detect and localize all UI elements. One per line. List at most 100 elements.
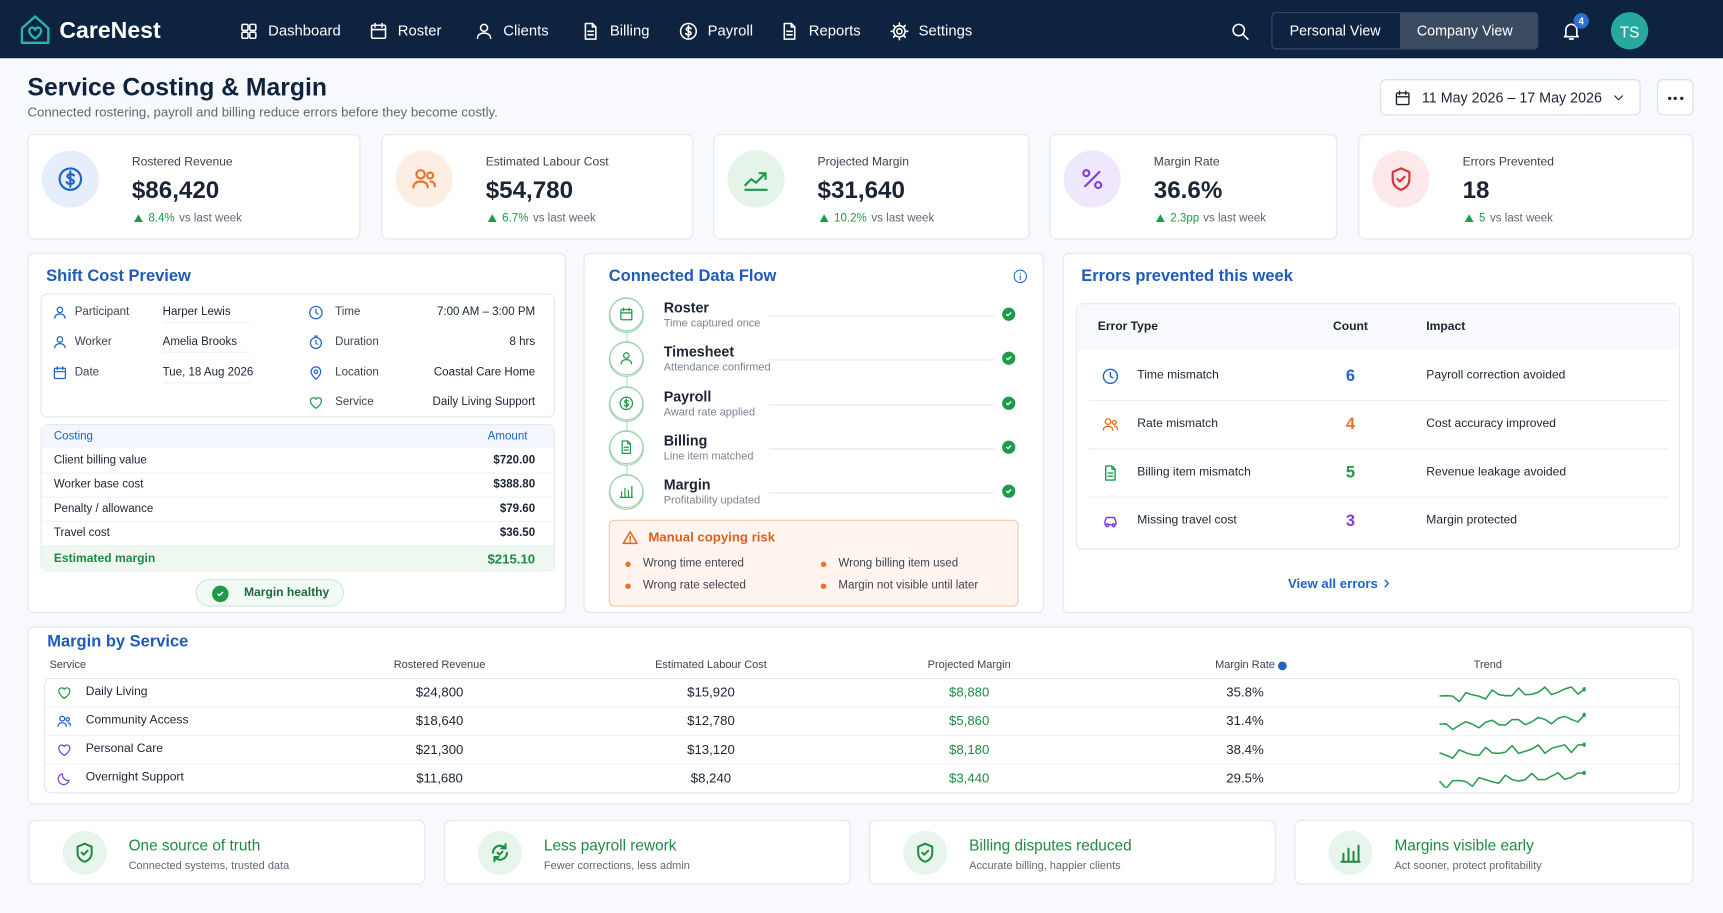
service-value: $3,440 [949, 770, 990, 786]
detail-underline [162, 321, 251, 324]
nav-item[interactable]: Billing [609, 22, 650, 39]
service-icon [57, 772, 70, 785]
nav-item[interactable]: Roster [397, 22, 442, 39]
service-value: $18,640 [415, 713, 464, 729]
step-ring [608, 430, 644, 466]
error-count: 6 [1345, 366, 1356, 386]
more-dot [1673, 96, 1677, 100]
benefit-text: Act sooner, protect profitability [1394, 860, 1542, 873]
view-option[interactable]: Personal View [1289, 22, 1381, 40]
column-header: Projected Margin [927, 659, 1011, 672]
step-guide [769, 448, 995, 450]
sparkline [1439, 686, 1586, 703]
chevr-icon [1384, 579, 1390, 588]
service-icon [56, 715, 71, 727]
total-label: Estimated margin [53, 552, 156, 566]
user-icon [53, 305, 66, 319]
nav-item[interactable]: Dashboard [268, 22, 341, 39]
row-divider [45, 763, 1680, 765]
up-arrow [819, 214, 829, 222]
nav-item[interactable]: Clients [503, 22, 549, 39]
panel-title: Errors prevented this week [1081, 266, 1293, 286]
column-header: Rostered Revenue [393, 659, 486, 672]
view-toggle-active [1399, 13, 1538, 49]
kpi-label: Margin Rate [1153, 155, 1220, 169]
kpi-change: 5 [1479, 211, 1486, 225]
kpi-label: Rostered Revenue [131, 155, 233, 169]
step-note: Time captured once [663, 317, 761, 330]
nav-icon [679, 22, 697, 40]
nav-icon [889, 21, 908, 40]
nav-item[interactable]: Settings [918, 22, 973, 39]
benefit-text: Fewer corrections, less admin [543, 860, 690, 873]
detail-value: Amelia Brooks [162, 334, 238, 349]
more-dot [1667, 96, 1671, 100]
service-value: 29.5% [1226, 770, 1264, 786]
detail-label: Worker [74, 334, 112, 349]
nav-icon [476, 23, 491, 39]
kpi-value: $86,420 [131, 175, 220, 204]
view-option[interactable]: Company View [1416, 22, 1513, 40]
warning-icon [622, 530, 638, 544]
risk-item: Wrong time entered [642, 556, 744, 571]
kpi-change: 6.7% [502, 211, 529, 225]
row-divider [1088, 399, 1670, 402]
panel-title: Connected Data Flow [608, 266, 777, 286]
step-check [1002, 396, 1016, 410]
bullet [624, 582, 631, 589]
detail-label: Time [335, 305, 361, 319]
benefit-text: Connected systems, trusted data [128, 860, 290, 873]
brand: CareNest [59, 18, 161, 44]
error-impact: Payroll correction avoided [1426, 368, 1566, 382]
error-type: Rate mismatch [1137, 417, 1218, 431]
benefit-title: Less payroll rework [543, 836, 677, 854]
kpi-label: Estimated Labour Cost [485, 155, 609, 169]
risk-item: Margin not visible until later [838, 578, 979, 593]
kpi-icon [1372, 150, 1430, 208]
column-header: Count [1333, 320, 1368, 334]
row-divider [41, 496, 554, 498]
search-button[interactable] [1229, 20, 1250, 41]
user-icon [53, 335, 66, 348]
benefit-title: One source of truth [128, 836, 261, 854]
nav-item[interactable]: Reports [808, 22, 861, 39]
benefit-icon [62, 830, 107, 875]
date-picker[interactable] [1380, 79, 1641, 116]
step-check [1002, 484, 1016, 498]
service-name: Personal Care [85, 742, 163, 756]
notification-count: 4 [1578, 15, 1585, 27]
error-icon [1103, 516, 1116, 527]
column-header: Service [49, 659, 87, 672]
service-value: $21,300 [415, 741, 464, 758]
cost-value: $79.60 [499, 501, 536, 516]
kpi-note: vs last week [179, 211, 242, 225]
benefit-icon [1328, 830, 1373, 875]
detail-value: Harper Lewis [162, 305, 231, 319]
step-guide [769, 315, 995, 317]
avatar-initials[interactable]: TS [1619, 22, 1640, 41]
column-header: Estimated Labour Cost [655, 659, 767, 672]
step-guide [769, 404, 995, 406]
service-value: $8,880 [949, 684, 990, 700]
up-arrow [487, 214, 497, 222]
logo [20, 15, 50, 45]
column-header: Amount [487, 429, 528, 443]
badge-text: Margin healthy [243, 586, 330, 600]
error-type: Time mismatch [1137, 368, 1219, 382]
nav-item[interactable]: Payroll [707, 22, 754, 39]
error-type: Billing item mismatch [1137, 465, 1251, 479]
service-value: 38.4% [1226, 741, 1264, 758]
kpi-icon [41, 150, 99, 208]
step-note: Award rate applied [663, 406, 756, 419]
up-arrow [1155, 214, 1165, 222]
more-button[interactable] [1657, 79, 1694, 116]
benefit-title: Billing disputes reduced [969, 836, 1132, 854]
view-all-link[interactable]: View all errors [1287, 575, 1378, 592]
detail-underline [162, 382, 251, 384]
service-value: $8,180 [949, 741, 990, 758]
kpi-change: 8.4% [148, 211, 175, 225]
step-guide [769, 359, 995, 361]
service-value: $24,800 [415, 684, 464, 700]
